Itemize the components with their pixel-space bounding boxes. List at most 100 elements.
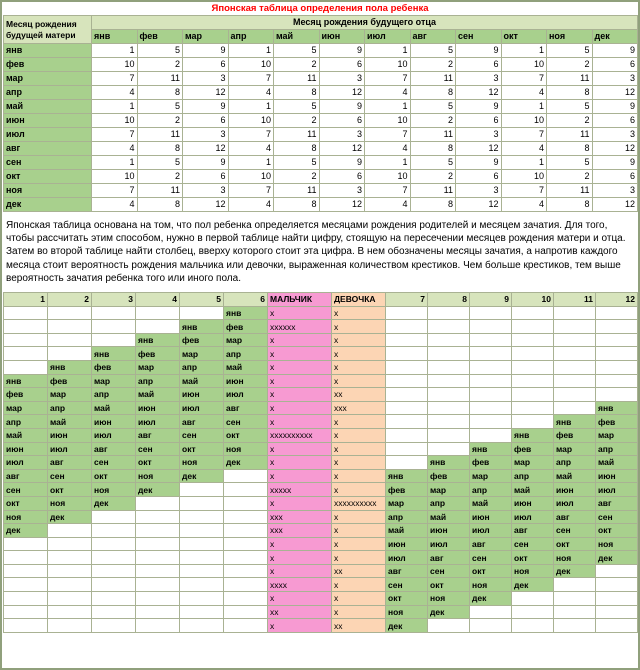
table2-row: апр май июн июл авг сен x x янв фев (3, 414, 638, 429)
empty-cell (385, 319, 428, 334)
girl-probability-cell: x (331, 427, 386, 443)
secret-number-cell: 6 (455, 113, 502, 128)
empty-cell (595, 618, 638, 633)
secret-number-cell: 9 (455, 99, 502, 114)
secret-number-cell: 11 (546, 71, 593, 86)
father-month-label: дек (591, 29, 638, 44)
conception-month-cell: окт (595, 523, 638, 538)
conception-month-cell: июн (595, 468, 638, 484)
girl-probability-cell: x (331, 414, 386, 429)
empty-cell (223, 577, 268, 593)
conception-month-cell: апр (47, 400, 92, 416)
empty-cell (553, 305, 596, 321)
secret-number-cell: 10 (500, 169, 547, 184)
empty-cell (47, 604, 92, 620)
conception-month-cell: фев (511, 441, 554, 457)
secret-number-cell: 8 (409, 85, 456, 100)
boy-probability-cell: x (267, 455, 332, 470)
empty-cell (91, 523, 136, 538)
table2-row: янв фев xxxxxx x (3, 319, 638, 334)
father-month-labels-row: янв фев мар апр май июн июл авг сен окт ноя дек (4, 29, 638, 44)
boy-probability-cell: x (267, 332, 332, 348)
secret-number-cell: 8 (546, 85, 593, 100)
secret-number-cell: 4 (91, 141, 138, 156)
empty-cell (179, 509, 224, 525)
empty-cell (179, 495, 224, 511)
table1-header-row-1: Месяц рождения будущей матери Месяц рожд… (3, 15, 638, 44)
empty-cell (427, 373, 470, 389)
secret-number-cell: 10 (91, 169, 138, 184)
empty-cell (179, 536, 224, 552)
empty-cell (135, 509, 180, 525)
conception-month-cell: апр (595, 441, 638, 457)
empty-cell (511, 591, 554, 606)
empty-cell (3, 536, 48, 552)
conception-month-cell: май (595, 455, 638, 470)
secret-number-cell: 7 (91, 127, 138, 142)
secret-number-cell: 10 (91, 57, 138, 72)
empty-cell (3, 332, 48, 348)
table1-row: дек 4 8 12 4 8 12 4 8 12 4 8 12 (3, 197, 638, 212)
secret-number-cell: 7 (500, 127, 547, 142)
conception-month-cell: мар (135, 359, 180, 375)
father-month-label: июн (318, 29, 365, 44)
conception-month-cell: янв (91, 346, 136, 361)
empty-cell (595, 387, 638, 402)
conception-month-cell: май (135, 387, 180, 402)
number-column-header: 7 (385, 292, 428, 307)
secret-number-cell: 11 (546, 183, 593, 198)
conception-month-cell: фев (469, 455, 512, 470)
conception-month-cell: янв (223, 305, 268, 321)
conception-month-cell: мар (553, 441, 596, 457)
empty-cell (223, 536, 268, 552)
conception-month-cell: сен (469, 550, 512, 565)
secret-number-cell: 9 (318, 155, 365, 170)
father-months-header: Месяц рождения будущего отца (90, 15, 638, 30)
conception-month-cell: фев (179, 332, 224, 348)
secret-number-cell: 6 (591, 57, 638, 72)
secret-number-cell: 2 (136, 57, 183, 72)
secret-number-cell: 7 (364, 127, 411, 142)
boy-probability-cell: xxx (267, 523, 332, 538)
conception-month-cell: сен (511, 536, 554, 552)
secret-number-cell: 6 (591, 169, 638, 184)
secret-number-cell: 1 (91, 155, 138, 170)
conception-month-cell: авг (427, 550, 470, 565)
empty-cell (553, 346, 596, 361)
conception-month-cell: май (553, 468, 596, 484)
secret-number-cell: 12 (182, 197, 229, 212)
secret-number-cell: 4 (91, 197, 138, 212)
empty-cell (47, 319, 92, 334)
conception-month-cell: янв (469, 441, 512, 457)
secret-number-cell: 4 (91, 85, 138, 100)
secret-number-cell: 7 (227, 71, 274, 86)
secret-number-cell: 10 (364, 57, 411, 72)
empty-cell (135, 604, 180, 620)
girl-probability-cell: x (331, 468, 386, 484)
girl-probability-cell: x (331, 482, 386, 497)
conception-month-cell: июл (135, 414, 180, 429)
conception-month-cell: мар (3, 400, 48, 416)
secret-number-cell: 3 (591, 127, 638, 142)
empty-cell (511, 305, 554, 321)
secret-number-cell: 8 (273, 141, 320, 156)
boy-probability-cell: x (267, 305, 332, 321)
parents-birth-month-table: Месяц рождения будущей матери Месяц рожд… (3, 15, 638, 212)
secret-number-cell: 1 (500, 43, 547, 58)
conception-month-cell: сен (47, 468, 92, 484)
empty-cell (511, 346, 554, 361)
conception-month-cell: май (179, 373, 224, 389)
father-month-label: сен (455, 29, 502, 44)
empty-cell (135, 550, 180, 565)
conception-month-cell: май (3, 427, 48, 443)
father-month-label: ноя (546, 29, 593, 44)
conception-month-cell: дек (427, 604, 470, 620)
secret-number-cell: 11 (136, 71, 183, 86)
secret-number-cell: 4 (500, 197, 547, 212)
empty-cell (47, 577, 92, 593)
table2-row: ноя дек xxx x апр май июн июл авг сен (3, 509, 638, 525)
secret-number-cell: 9 (318, 99, 365, 114)
secret-number-cell: 10 (91, 113, 138, 128)
secret-number-cell: 6 (318, 169, 365, 184)
